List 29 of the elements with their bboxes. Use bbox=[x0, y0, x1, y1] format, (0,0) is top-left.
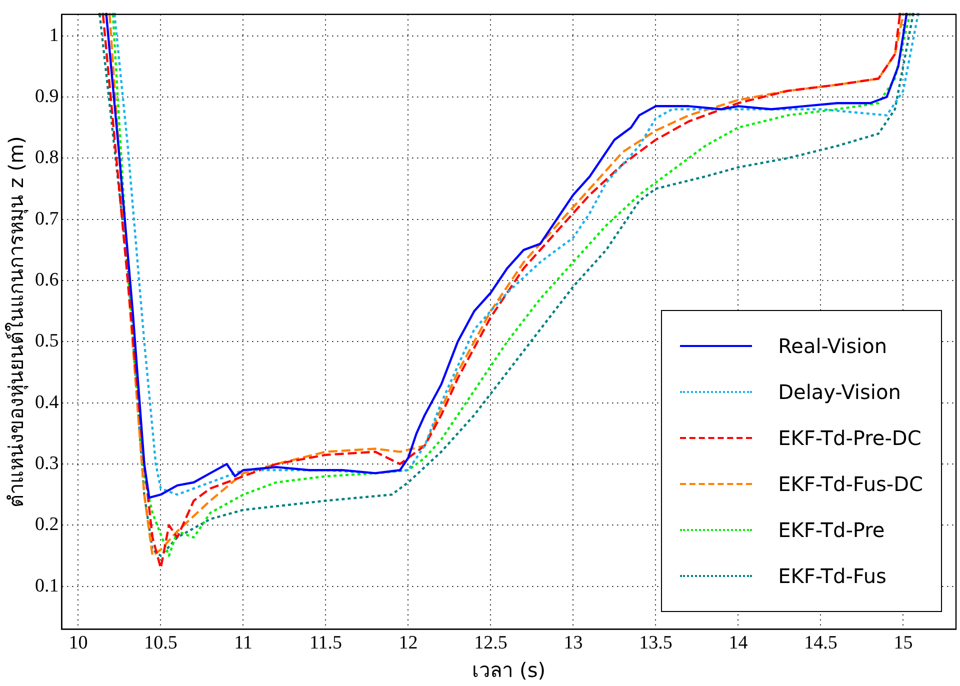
x-tick-label: 10.5 bbox=[144, 632, 178, 654]
y-tick-label: 0.2 bbox=[35, 514, 59, 536]
x-axis-title: เวลา (s) bbox=[472, 658, 546, 682]
legend-label: EKF-Td-Pre bbox=[778, 518, 885, 542]
y-tick-label: 0.5 bbox=[35, 330, 59, 352]
x-tick-label: 12.5 bbox=[474, 632, 508, 654]
x-tick-label: 11.5 bbox=[309, 632, 342, 654]
legend-label: Real-Vision bbox=[778, 334, 887, 358]
y-tick-label: 0.4 bbox=[35, 392, 60, 413]
y-tick-label: 0.3 bbox=[35, 453, 59, 474]
x-tick-label: 13.5 bbox=[639, 632, 672, 654]
y-tick-label: 0.8 bbox=[35, 147, 59, 168]
y-tick-label: 0.6 bbox=[35, 269, 59, 290]
x-tick-label: 12 bbox=[398, 632, 418, 654]
legend-label: EKF-Td-Fus-DC bbox=[778, 472, 923, 496]
legend-label: EKF-Td-Pre-DC bbox=[778, 426, 922, 450]
x-tick-label: 15 bbox=[894, 632, 913, 654]
x-tick-label: 14 bbox=[728, 632, 748, 654]
legend-label: Delay-Vision bbox=[778, 380, 901, 404]
x-tick-label: 10 bbox=[68, 632, 88, 654]
x-tick-label: 14.5 bbox=[804, 632, 838, 654]
y-tick-label: 0.7 bbox=[35, 208, 59, 230]
x-tick-label: 13 bbox=[564, 632, 583, 654]
legend-label: EKF-Td-Fus bbox=[778, 564, 886, 588]
y-tick-label: 0.1 bbox=[35, 575, 59, 596]
x-tick-label: 11 bbox=[234, 632, 252, 654]
y-tick-label: 0.9 bbox=[35, 86, 59, 107]
y-axis-title: ตำแหน่งของหุ่นยนต์ในแกนการหมุน z (m) bbox=[4, 136, 30, 508]
y-tick-label: 1 bbox=[49, 24, 59, 46]
